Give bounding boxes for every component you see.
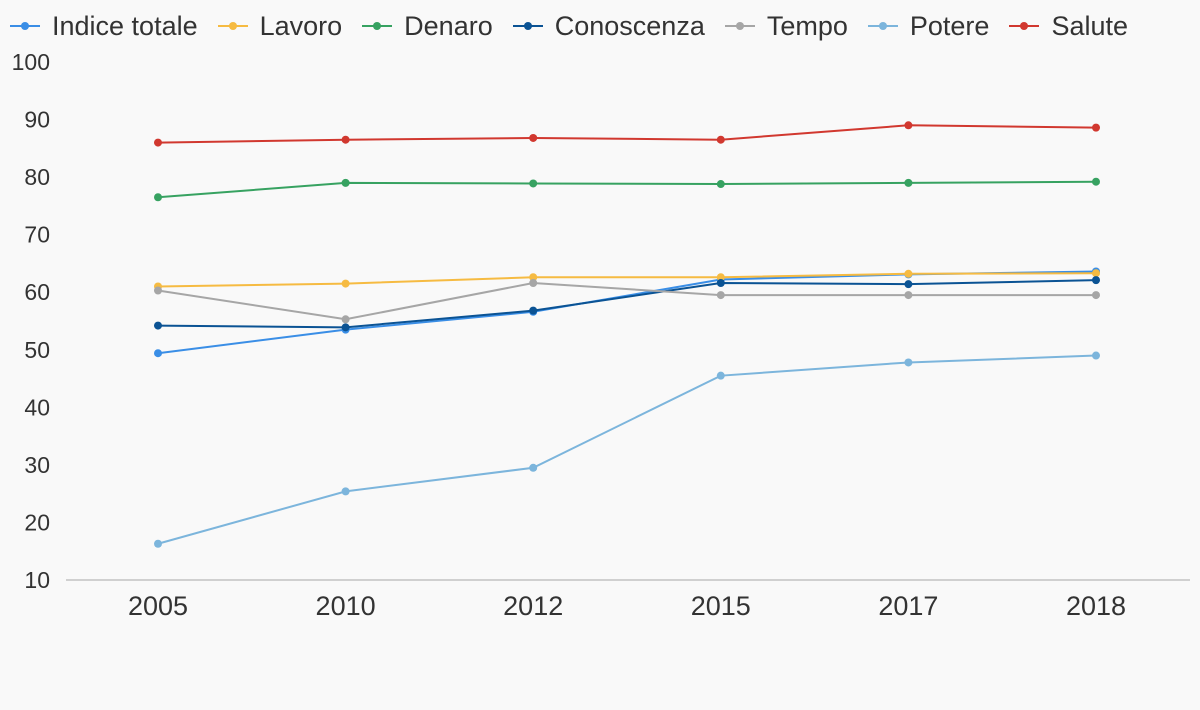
legend-label: Denaro xyxy=(404,11,493,41)
x-tick-label: 2018 xyxy=(1066,591,1126,621)
y-tick-label: 100 xyxy=(12,49,50,75)
data-point xyxy=(1092,291,1100,300)
y-tick-label: 40 xyxy=(24,394,50,420)
data-point xyxy=(716,135,725,144)
y-tick-label: 80 xyxy=(24,164,50,190)
y-tick-label: 60 xyxy=(24,279,50,305)
chart-legend: Indice totale Lavoro Denaro Conoscenza Tempo… xyxy=(10,8,1148,44)
legend-swatch xyxy=(512,22,543,30)
data-point xyxy=(341,279,350,288)
legend-item: Indice totale xyxy=(10,8,198,44)
data-point xyxy=(904,269,913,278)
data-point xyxy=(1092,351,1100,360)
data-point xyxy=(529,273,538,282)
series-line xyxy=(157,124,1097,144)
series-line xyxy=(157,282,1096,321)
series-group xyxy=(154,269,1100,291)
x-tick-label: 2017 xyxy=(878,591,938,621)
data-point xyxy=(154,193,162,202)
y-tick-label: 50 xyxy=(24,337,50,363)
data-point xyxy=(1092,177,1100,186)
legend-swatch-marker xyxy=(21,22,29,30)
data-point xyxy=(529,179,538,188)
data-point xyxy=(904,280,913,289)
y-tick-label: 20 xyxy=(24,509,50,535)
data-point xyxy=(716,273,725,282)
data-point xyxy=(154,138,162,147)
legend-swatch-marker xyxy=(735,22,744,30)
legend-swatch-marker xyxy=(373,22,382,30)
legend-swatch xyxy=(362,22,393,30)
data-point xyxy=(1092,123,1100,132)
x-tick-label: 2005 xyxy=(128,591,188,621)
series-line xyxy=(157,279,1097,329)
data-point xyxy=(1092,276,1100,285)
data-point xyxy=(341,178,350,187)
y-tick-label: 90 xyxy=(24,107,50,133)
data-point xyxy=(716,180,725,189)
legend-item: Denaro xyxy=(362,8,493,44)
legend-swatch-marker xyxy=(228,22,237,30)
data-point xyxy=(341,323,350,332)
data-point xyxy=(529,306,538,315)
legend-label: Lavoro xyxy=(259,11,343,41)
data-point xyxy=(716,279,725,288)
data-point xyxy=(904,121,913,130)
legend-item: Tempo xyxy=(724,8,848,44)
legend-item: Conoscenza xyxy=(512,8,705,44)
data-point xyxy=(716,291,725,300)
data-point xyxy=(1092,269,1100,278)
data-point xyxy=(529,279,538,288)
data-point xyxy=(341,487,350,496)
x-tick-label: 2012 xyxy=(503,591,563,621)
legend-label: Conoscenza xyxy=(554,11,705,41)
y-tick-label: 30 xyxy=(24,452,50,478)
data-point xyxy=(529,133,538,142)
data-point xyxy=(529,463,538,472)
data-point xyxy=(154,539,162,548)
data-point xyxy=(904,291,913,300)
series-group xyxy=(154,276,1100,332)
series-group xyxy=(154,279,1100,324)
legend-swatch xyxy=(217,22,248,30)
y-tick-label: 10 xyxy=(24,567,50,593)
data-point xyxy=(716,371,725,380)
legend-swatch-marker xyxy=(1020,22,1029,30)
legend-label: Tempo xyxy=(766,11,848,41)
data-point xyxy=(341,315,350,324)
legend-label: Salute xyxy=(1051,11,1129,41)
legend-item: Lavoro xyxy=(217,8,343,44)
x-tick-label: 2015 xyxy=(691,591,751,621)
series-line xyxy=(157,180,1097,199)
legend-item: Salute xyxy=(1009,8,1128,44)
legend-swatch-marker xyxy=(523,22,532,30)
data-point xyxy=(154,321,162,330)
data-point xyxy=(904,178,913,187)
data-point xyxy=(154,286,162,295)
series-group xyxy=(154,351,1100,548)
legend-swatch-marker xyxy=(878,22,887,30)
data-point xyxy=(341,135,350,144)
series-line xyxy=(157,354,1097,545)
y-tick-label: 70 xyxy=(24,222,50,248)
series-group xyxy=(154,177,1100,202)
data-point xyxy=(154,349,162,358)
series-group xyxy=(154,121,1100,147)
data-point xyxy=(904,358,913,367)
series-line xyxy=(157,272,1097,288)
x-tick-label: 2010 xyxy=(316,591,376,621)
legend-swatch xyxy=(1009,22,1040,30)
legend-swatch xyxy=(724,22,755,30)
legend-item: Potere xyxy=(867,8,990,44)
legend-label: Indice totale xyxy=(52,11,198,41)
legend-swatch xyxy=(10,22,40,30)
legend-label: Potere xyxy=(909,11,990,41)
legend-swatch xyxy=(867,22,898,30)
